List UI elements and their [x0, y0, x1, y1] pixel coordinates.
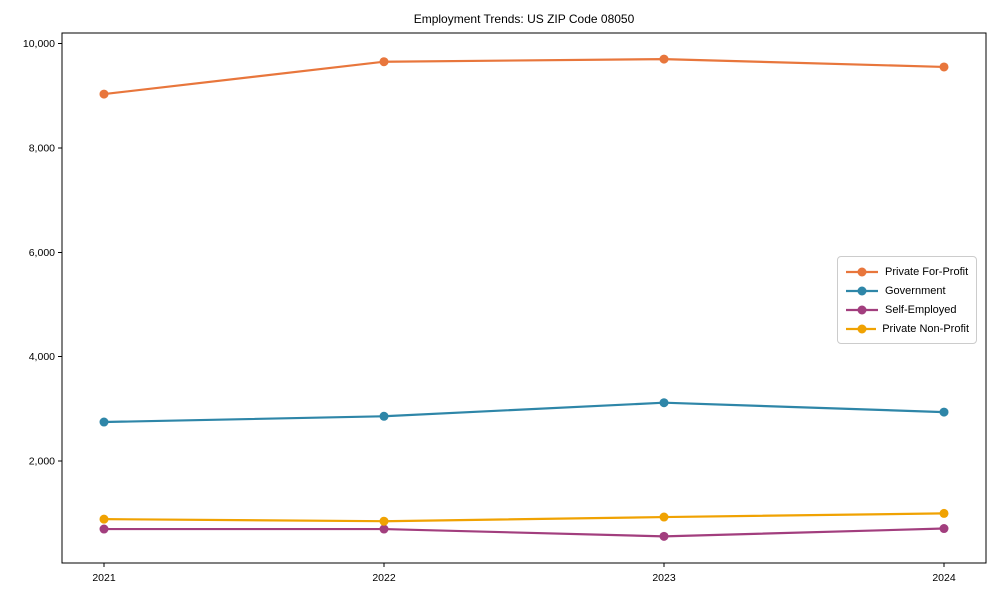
data-point-government-2023 [659, 398, 669, 408]
legend-item-private-for-profit: Private For-Profit [845, 263, 969, 281]
data-point-self-employed-2024 [939, 524, 949, 534]
legend-item-private-non-profit: Private Non-Profit [845, 320, 969, 338]
data-point-private-non-profit-2024 [939, 508, 949, 518]
x-tick-label: 2021 [92, 572, 116, 584]
data-point-private-non-profit-2022 [379, 516, 389, 526]
x-tick-label: 2024 [932, 572, 956, 584]
series-private-for-profit [99, 54, 949, 99]
data-point-self-employed-2021 [99, 524, 109, 534]
legend-marker-government [846, 286, 878, 295]
data-point-private-for-profit-2024 [939, 62, 949, 72]
chart-title: Employment Trends: US ZIP Code 08050 [413, 12, 635, 26]
legend-marker-private-for-profit [846, 267, 878, 276]
series-line-private-for-profit [102, 58, 946, 96]
y-tick-label: 6,000 [29, 247, 55, 259]
series-line-private-non-profit [102, 512, 946, 523]
legend-marker-private-non-profit [846, 324, 877, 333]
data-point-government-2024 [939, 407, 949, 417]
y-tick-label: 4,000 [29, 351, 55, 363]
legend-marker-self-employed [846, 305, 878, 314]
legend-label-private-for-profit: Private For-Profit [885, 265, 969, 278]
data-point-government-2022 [379, 411, 389, 421]
legend-label-self-employed: Self-Employed [885, 303, 957, 316]
data-point-private-for-profit-2022 [379, 57, 389, 67]
y-tick-label: 8,000 [29, 142, 55, 154]
x-tick-label: 2023 [652, 572, 676, 584]
series-self-employed [99, 524, 949, 541]
data-point-private-non-profit-2023 [659, 512, 669, 522]
legend-item-government: Government [845, 282, 969, 300]
x-tick-label: 2022 [372, 572, 396, 584]
series-line-self-employed [102, 527, 946, 538]
data-point-private-for-profit-2023 [659, 54, 669, 64]
data-point-self-employed-2023 [659, 531, 669, 541]
y-tick-label: 10,000 [23, 38, 55, 50]
legend: Private For-Profit Government Self-Employe… [837, 256, 977, 344]
axes-frame [61, 32, 987, 564]
series-private-non-profit [99, 508, 949, 526]
data-point-government-2021 [99, 417, 109, 427]
series-government [99, 398, 949, 427]
series-line-government [102, 401, 946, 424]
legend-item-self-employed: Self-Employed [845, 301, 969, 319]
legend-label-private-non-profit: Private Non-Profit [882, 322, 969, 335]
data-point-self-employed-2022 [379, 524, 389, 534]
y-tick-label: 2,000 [29, 456, 55, 468]
data-point-private-for-profit-2021 [99, 89, 109, 99]
data-point-private-non-profit-2021 [99, 514, 109, 524]
legend-label-government: Government [885, 284, 946, 297]
